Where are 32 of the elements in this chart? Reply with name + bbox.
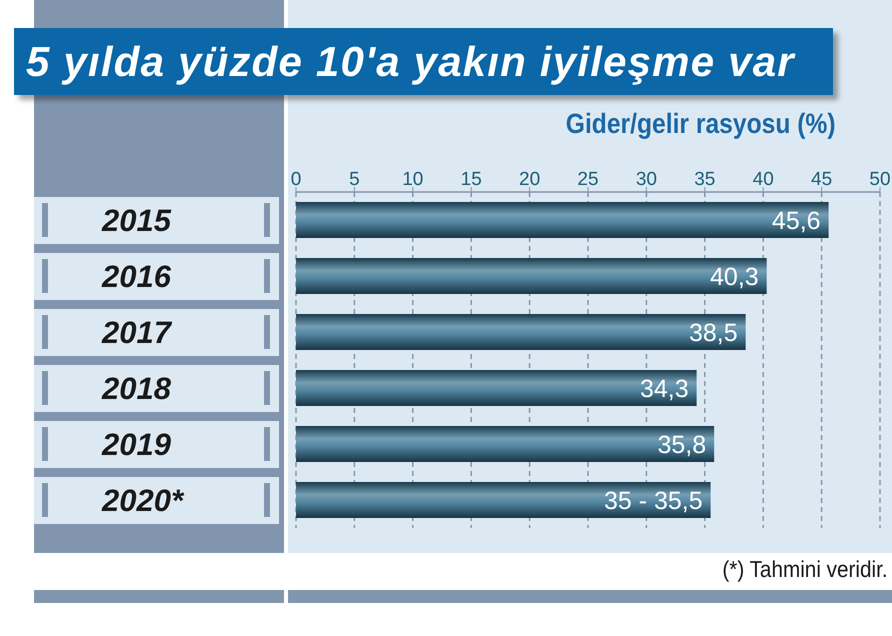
y-tick-label: 2018 xyxy=(101,371,172,406)
y-tick-label: 2020* xyxy=(101,483,185,518)
x-tick-label: 25 xyxy=(577,169,599,190)
x-tick-label: 50 xyxy=(869,169,891,190)
x-tick-label: 35 xyxy=(694,169,716,190)
x-tick-label: 5 xyxy=(349,169,360,190)
x-tick-label: 0 xyxy=(290,169,302,190)
data-label: 35 - 35,5 xyxy=(604,486,703,515)
bar xyxy=(296,426,714,462)
x-tick-label: 30 xyxy=(636,169,657,190)
y-tick-label: 2015 xyxy=(101,203,172,238)
x-tick-label: 45 xyxy=(811,169,832,190)
bar xyxy=(296,202,829,238)
x-tick-label: 40 xyxy=(752,169,774,190)
chart-title: 5 yılda yüzde 10'a yakın iyileşme var xyxy=(26,38,795,86)
data-label: 38,5 xyxy=(689,318,738,347)
y-tick-label: 2019 xyxy=(101,427,172,462)
text: (*) Tahmini veridir. xyxy=(722,556,888,583)
x-axis-title: Gider/gelir rasyosu (%) xyxy=(566,108,836,140)
data-label: 40,3 xyxy=(710,262,759,291)
data-label: 35,8 xyxy=(657,430,706,459)
x-tick-label: 20 xyxy=(519,169,540,190)
y-tick-label: 2017 xyxy=(101,315,173,350)
data-label: 45,6 xyxy=(772,206,821,235)
bar xyxy=(296,370,697,406)
bar xyxy=(296,314,746,350)
bar xyxy=(296,258,767,294)
y-tick-label: 2016 xyxy=(101,259,172,294)
x-tick-label: 15 xyxy=(460,169,482,190)
x-tick-label: 10 xyxy=(402,169,424,190)
bar xyxy=(296,482,711,518)
data-label: 34,3 xyxy=(640,374,689,403)
